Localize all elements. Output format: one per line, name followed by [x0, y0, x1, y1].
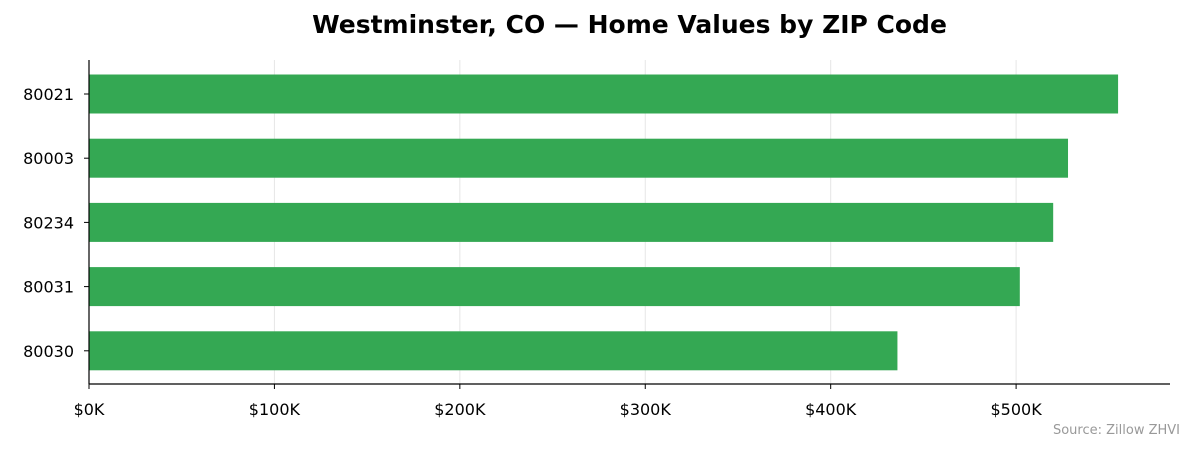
- x-tick-label: $300K: [620, 400, 672, 419]
- bar-80021: [89, 74, 1119, 114]
- source-note: Source: Zillow ZHVI: [1052, 423, 1180, 438]
- bar-80031: [89, 267, 1020, 307]
- bar-80234: [89, 202, 1054, 242]
- chart-title: Westminster, CO — Home Values by ZIP Cod…: [312, 10, 947, 39]
- x-tick-label: $0K: [74, 400, 105, 419]
- x-tick-label: $200K: [434, 400, 486, 419]
- x-tick-label: $500K: [990, 400, 1042, 419]
- y-tick-label: 80031: [23, 278, 74, 297]
- bars: [89, 74, 1119, 371]
- y-tick-label: 80030: [23, 342, 74, 361]
- x-tick-label: $400K: [805, 400, 857, 419]
- bar-80030: [89, 331, 898, 371]
- x-tick-label: $100K: [249, 400, 301, 419]
- y-tick-label: 80003: [23, 149, 74, 168]
- tick-labels: 80021 80003 80234 80031 80030 $0K $100K $200K $3…: [23, 85, 1042, 419]
- y-tick-label: 80021: [23, 85, 74, 104]
- axes: [84, 60, 1170, 389]
- y-tick-label: 80234: [23, 213, 74, 232]
- bar-80003: [89, 138, 1069, 178]
